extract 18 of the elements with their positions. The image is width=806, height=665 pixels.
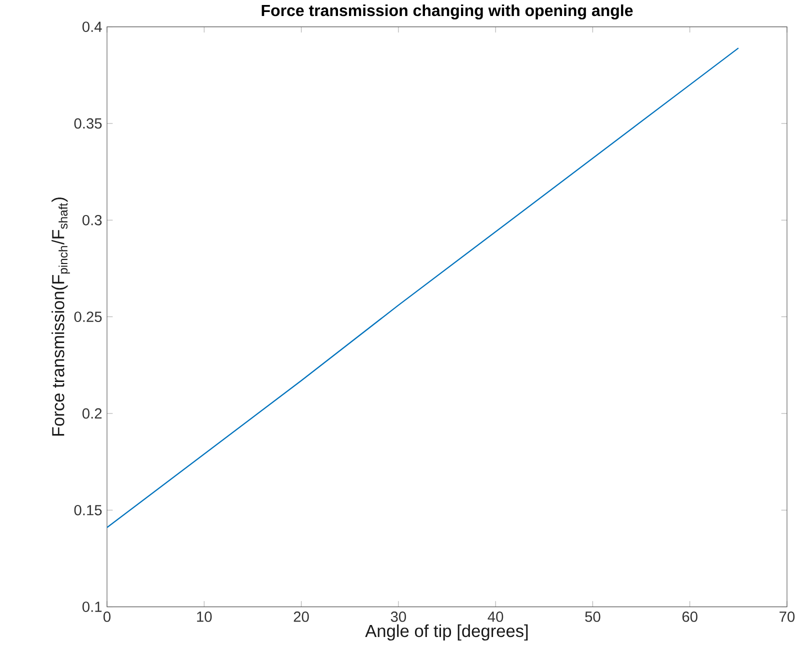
x-tick-label: 30: [390, 612, 406, 622]
x-tick-label: 50: [585, 612, 600, 622]
chart-title: Force transmission changing with opening angle: [262, 4, 633, 20]
y-tick-label: 0.2: [82, 408, 102, 419]
y-tick-label: 0.25: [74, 312, 102, 322]
y-tick-label: 0.1: [82, 602, 102, 612]
x-tick-label: 70: [780, 612, 795, 622]
y-axis-title: Force transmission(F$_{pinch}$/F$_{shaft}$): [52, 198, 70, 436]
y-tick-label: 0.4: [82, 22, 102, 32]
y-tick-label: 0.15: [74, 505, 102, 516]
x-tick-label: 0: [103, 612, 110, 622]
y-tick-label: 0.3: [82, 215, 102, 226]
x-tick-label: 60: [682, 612, 698, 622]
x-tick-label: 20: [294, 612, 309, 622]
y-tick-label: 0.35: [74, 118, 102, 129]
x-axis-title: Angle of tip [degrees]: [365, 624, 528, 641]
x-tick-label: 10: [197, 612, 212, 622]
x-tick-label: 40: [488, 612, 504, 622]
